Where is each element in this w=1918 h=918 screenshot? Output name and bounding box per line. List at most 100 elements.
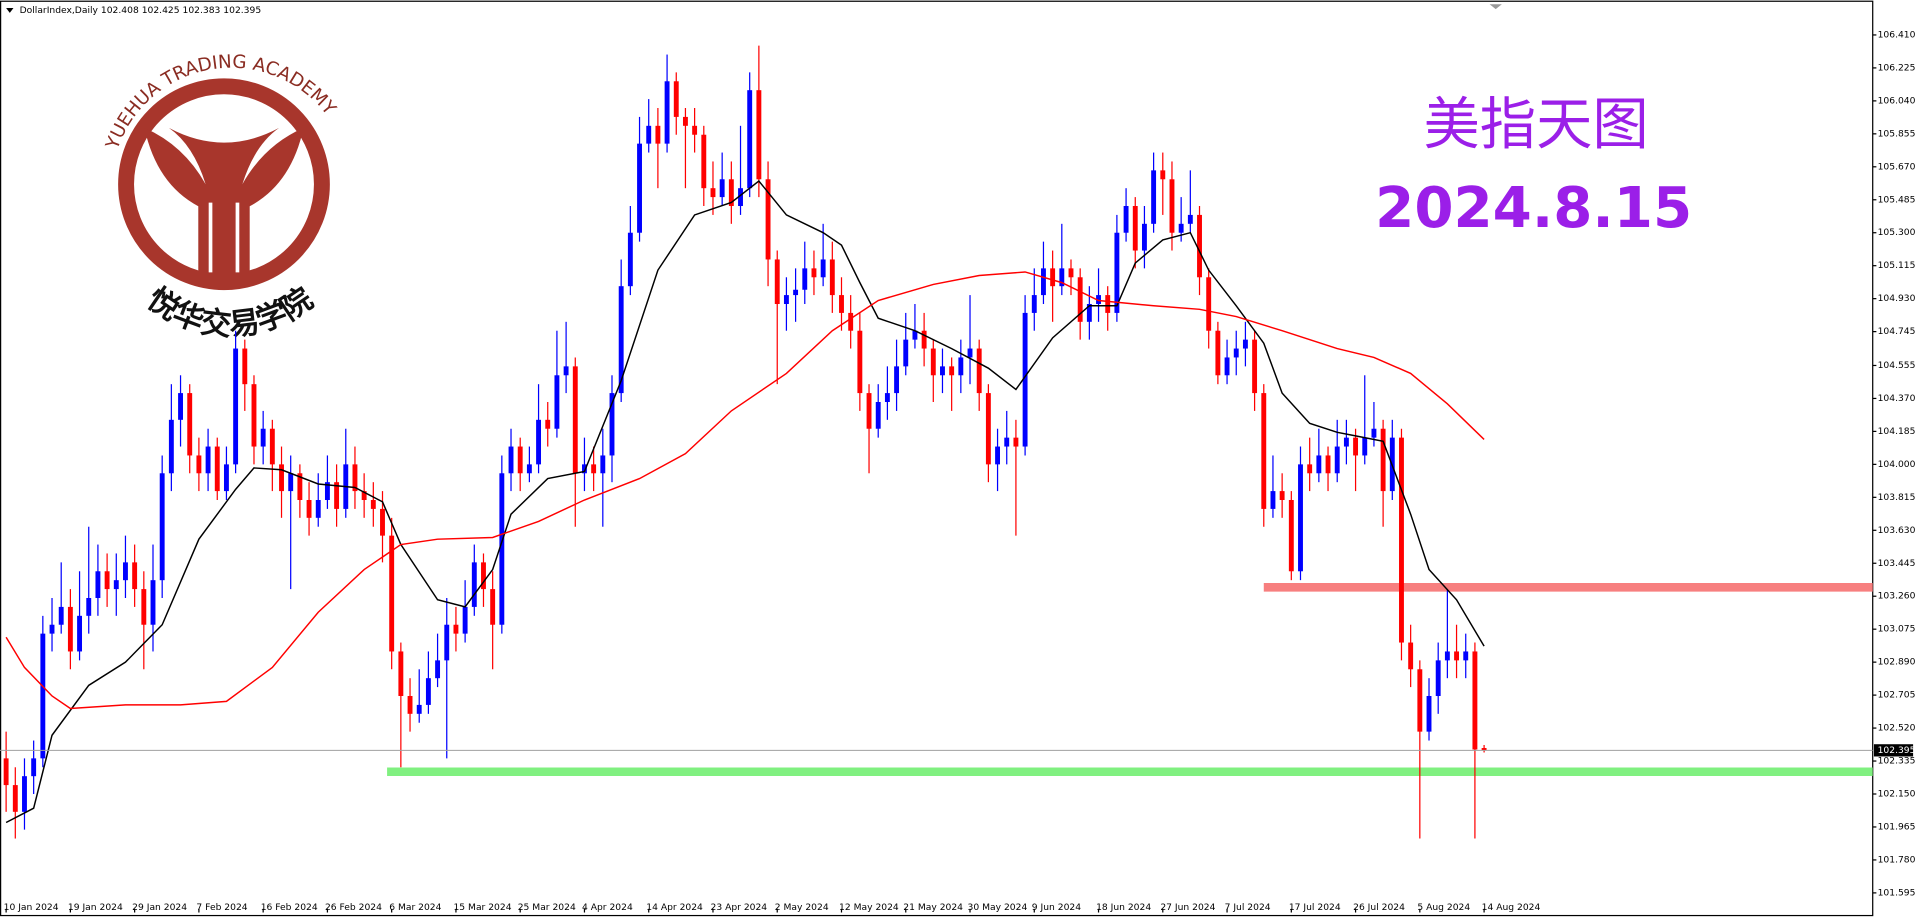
y-tick-label: 102.705 [1878,690,1916,701]
candle-body [1426,696,1432,732]
candle-body [609,393,615,456]
candle-body [288,473,294,492]
y-tick-label: 102.520 [1878,723,1916,734]
logo-ring [118,78,330,291]
candle-body [655,125,661,144]
candle-body [159,473,165,581]
moving-average-line [5,271,1485,710]
candle-body [930,348,936,376]
candle-body [1041,268,1046,296]
candle-body [1343,437,1349,447]
candle-body [646,125,652,144]
candle-body [756,90,762,180]
candle-body [1123,206,1129,233]
candle-body [1270,491,1276,509]
candle-body [352,464,358,492]
candle-body [829,259,835,296]
candle-body [820,259,826,278]
candle-body [747,90,753,189]
y-tick-label: 105.855 [1878,128,1916,139]
y-tick-label: 101.965 [1878,821,1916,832]
x-tick-label: 12 May 2024 [839,902,899,913]
symbol: DollarIndex,Daily [20,5,99,16]
candle-body [1059,268,1065,287]
candle-body [205,446,211,474]
candle-body [40,633,46,759]
candle-body [1187,214,1193,224]
candle-body [875,402,881,429]
date-annotation: 2024.8.15 [1375,176,1692,241]
candle-body [526,464,532,474]
x-tick-label: 30 May 2024 [968,902,1028,913]
candle-body [233,348,239,465]
candle-body [857,330,863,394]
x-tick-label: 4 Apr 2024 [582,902,633,913]
y-tick-label: 105.115 [1878,260,1916,271]
candle-body [1279,491,1285,501]
candle-body [132,562,138,590]
candle-body [141,589,147,625]
candle-body [22,776,27,812]
y-tick-label: 104.000 [1878,459,1916,470]
candle-body [425,678,431,705]
plot-frame [0,0,1874,917]
y-tick-label: 103.815 [1878,492,1916,503]
menu-arrow[interactable] [6,7,14,13]
candle-body [490,589,496,625]
candle-body [1169,179,1175,233]
candle-body [1077,277,1083,322]
y-tick-label: 105.670 [1878,161,1916,172]
candle-body [361,491,367,501]
y-tick-label: 102.335 [1878,756,1916,767]
x-tick-label: 9 Jun 2024 [1032,902,1081,913]
candle-body [416,704,422,714]
candle-body [738,188,743,207]
candle-body [903,339,909,367]
candle-body [31,758,37,777]
y-tick-label: 105.300 [1878,227,1916,238]
candle-body [536,419,542,465]
candle-body [1362,437,1368,456]
open-value: 102.408 [101,5,139,16]
candle-body [1031,295,1037,313]
candle-body [1298,464,1303,572]
y-tick-label: 104.185 [1878,426,1916,437]
x-tick-label: 16 Feb 2024 [261,902,318,913]
y-tick-label: 104.370 [1878,393,1916,404]
y-tick-label: 106.225 [1878,62,1916,73]
candle-body [67,606,73,652]
y-tick-label: 103.445 [1878,558,1916,569]
y-tick-label: 103.630 [1878,525,1916,536]
candle-body [774,259,780,305]
candle-body [765,179,771,260]
candle-body [627,232,633,287]
candle-body [995,446,1001,465]
candle-body [1160,170,1166,180]
candle-body [1472,651,1478,750]
candle-body [554,375,560,429]
candle-body [462,606,468,634]
candle-body [701,134,707,189]
x-tick-label: 15 Mar 2024 [453,902,511,913]
candle-body [196,455,202,474]
candle-body [1050,268,1056,287]
candle-body [242,348,248,385]
x-tick-label: 19 Jan 2024 [68,902,123,913]
candle-body [297,473,303,501]
y-tick-label: 104.555 [1878,360,1916,371]
candle-body [682,116,688,126]
candle-body [1086,304,1092,322]
scroll-marker [1489,4,1502,10]
candle-body [1242,339,1248,349]
candle-body [1197,214,1202,278]
y-tick-label: 103.075 [1878,624,1916,635]
y-tick-label: 103.260 [1878,591,1916,602]
candle-body [1233,348,1239,358]
candle-body [435,660,441,679]
candle-body [958,357,964,376]
candle-body [976,348,982,394]
candle-body [95,571,101,599]
candle-body [499,473,505,625]
chart-title: 美指天图 [1424,93,1649,158]
x-tick-label: 27 Jun 2024 [1160,902,1215,913]
